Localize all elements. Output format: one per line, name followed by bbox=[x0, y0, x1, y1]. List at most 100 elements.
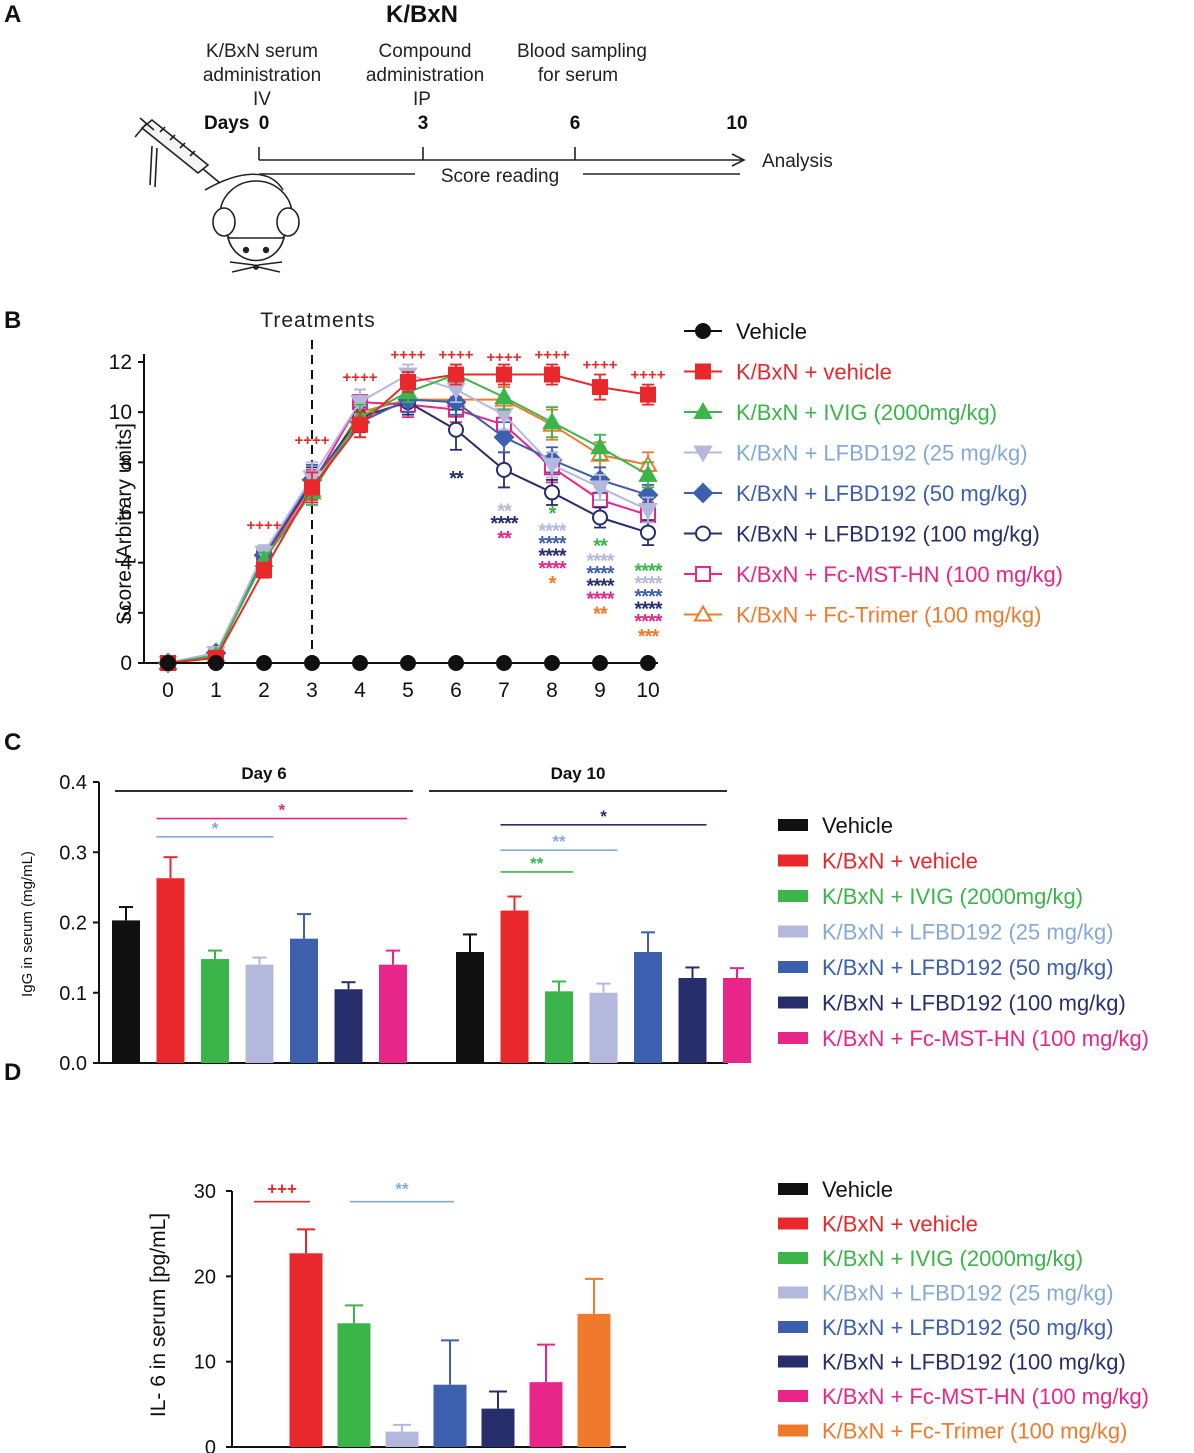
bar bbox=[500, 910, 529, 1063]
legend-item: K/BxN + LFBD192 (50 mg/kg) bbox=[684, 481, 1028, 506]
legend-item: Vehicle bbox=[778, 1177, 893, 1202]
data-point bbox=[448, 366, 464, 383]
analysis-label: Analysis bbox=[762, 151, 833, 172]
legend-label: K/BxN + LFBD192 (25 mg/kg) bbox=[822, 920, 1114, 945]
bar bbox=[545, 991, 573, 1063]
legend-swatch bbox=[778, 819, 808, 831]
legend-label: K/BxN + IVIG (2000mg/kg) bbox=[822, 1246, 1083, 1271]
series-k-bxn-fc-trimer-100-mg-kg- bbox=[158, 386, 658, 670]
data-point bbox=[448, 421, 464, 438]
x-tick-label: 6 bbox=[450, 679, 462, 702]
panel-a-title: K/BxN bbox=[386, 1, 458, 28]
significance-star: **** bbox=[586, 588, 614, 610]
legend-label: K/BxN + LFBD192 (50 mg/kg) bbox=[822, 955, 1114, 980]
legend-label: K/BxN + vehicle bbox=[736, 360, 892, 385]
step3-line1: Blood sampling bbox=[517, 41, 647, 62]
significance-star: ** bbox=[552, 832, 566, 851]
legend-item: K/BxN + LFBD192 (25 mg/kg) bbox=[778, 1281, 1114, 1306]
legend-item: K/BxN + IVIG (2000mg/kg) bbox=[778, 1246, 1083, 1271]
y-tick-label: 20 bbox=[194, 1266, 216, 1288]
legend-marker bbox=[692, 482, 714, 504]
data-point bbox=[160, 655, 176, 671]
legend-swatch bbox=[778, 1252, 808, 1264]
bar bbox=[245, 964, 274, 1063]
step1-line3: IV bbox=[253, 89, 271, 110]
legend-item: K/BxN + LFBD192 (50 mg/kg) bbox=[778, 1315, 1114, 1340]
significance-star: * bbox=[600, 807, 607, 826]
data-point bbox=[352, 655, 368, 671]
data-point bbox=[542, 457, 562, 475]
legend-swatch bbox=[778, 890, 808, 902]
significance-star: **** bbox=[538, 521, 566, 543]
bar-green bbox=[337, 1304, 371, 1447]
legend-item: K/BxN + IVIG (2000mg/kg) bbox=[778, 884, 1083, 909]
bar bbox=[334, 989, 363, 1063]
step1-line2: administration bbox=[203, 65, 321, 86]
legend-label: K/BxN + LFBD192 (50 mg/kg) bbox=[736, 481, 1028, 506]
legend-item: K/BxN + LFBD192 (100 mg/kg) bbox=[778, 1350, 1126, 1375]
y-tick-label: 0.2 bbox=[59, 913, 87, 935]
group-label: Day 6 bbox=[241, 764, 286, 783]
y-tick-label: 4 bbox=[120, 552, 132, 575]
y-tick-label: 6 bbox=[120, 502, 132, 525]
panel-b-label: B bbox=[4, 307, 21, 334]
significance-plus: ++++ bbox=[342, 369, 377, 386]
y-tick-label: 0 bbox=[120, 652, 132, 675]
significance-star: **** bbox=[634, 611, 662, 633]
legend-label: K/BxN + LFBD192 (50 mg/kg) bbox=[822, 1315, 1114, 1340]
significance-star: * bbox=[278, 801, 285, 820]
y-tick-label: 0.3 bbox=[59, 842, 87, 864]
data-point bbox=[640, 655, 656, 671]
data-point bbox=[256, 562, 272, 579]
step2-line2: administration bbox=[366, 65, 484, 86]
significance-star: * bbox=[549, 573, 557, 595]
significance-star: ** bbox=[449, 468, 464, 490]
day-tick-3: 3 bbox=[418, 113, 429, 134]
legend-item: K/BxN + Fc-MST-HN (100 mg/kg) bbox=[684, 562, 1063, 587]
significance-star: ** bbox=[497, 500, 512, 522]
y-tick-label: 30 bbox=[194, 1181, 216, 1203]
y-tick-label: 10 bbox=[109, 401, 132, 424]
data-point bbox=[304, 655, 320, 671]
data-point bbox=[590, 480, 610, 498]
data-point bbox=[544, 366, 560, 383]
legend-marker bbox=[695, 525, 711, 542]
data-point bbox=[638, 502, 658, 521]
legend-label: K/BxN + Fc-Trimer (100 mg/kg) bbox=[736, 603, 1041, 628]
panel-a: A K/BxN K/BxN serum administration IV Co… bbox=[4, 1, 833, 273]
data-point bbox=[638, 464, 658, 482]
legend-item: K/BxN + LFBD192 (25 mg/kg) bbox=[778, 920, 1114, 945]
significance-plus: ++++ bbox=[582, 357, 617, 374]
data-point bbox=[592, 509, 608, 526]
legend-label: K/BxN + vehicle bbox=[822, 1212, 978, 1237]
bar bbox=[201, 959, 229, 1063]
legend-item: K/BxN + vehicle bbox=[778, 1212, 978, 1237]
series-line bbox=[167, 401, 649, 664]
significance-star: **** bbox=[538, 546, 566, 568]
legend-label: K/BxN + LFBD192 (25 mg/kg) bbox=[822, 1281, 1114, 1306]
significance-plus: ++++ bbox=[534, 346, 569, 363]
data-point bbox=[448, 655, 464, 671]
x-tick-label: 2 bbox=[258, 679, 270, 702]
bar bbox=[337, 1323, 371, 1447]
bar bbox=[634, 952, 662, 1063]
legend-item: K/BxN + Fc-MST-HN (100 mg/kg) bbox=[778, 1384, 1149, 1409]
panel-a-label: A bbox=[4, 1, 21, 28]
x-tick-label: 4 bbox=[354, 679, 366, 702]
legend-item: Vehicle bbox=[684, 319, 807, 344]
bar-red bbox=[289, 1228, 323, 1447]
bar bbox=[290, 938, 318, 1063]
timeline-arrow bbox=[258, 147, 746, 175]
legend-swatch bbox=[778, 961, 808, 973]
significance-star: **** bbox=[586, 551, 614, 573]
score-reading-label: Score reading bbox=[441, 166, 559, 187]
legend-marker bbox=[693, 604, 713, 622]
y-tick-label: 2 bbox=[120, 602, 132, 625]
significance-plus: ++++ bbox=[630, 367, 665, 384]
x-tick-label: 7 bbox=[498, 679, 510, 702]
series-vehicle bbox=[160, 655, 656, 671]
legend-swatch bbox=[778, 1217, 808, 1230]
y-tick-label: 0.1 bbox=[59, 983, 87, 1005]
significance-star: * bbox=[212, 819, 219, 838]
legend-item: K/BxN + vehicle bbox=[684, 360, 892, 385]
